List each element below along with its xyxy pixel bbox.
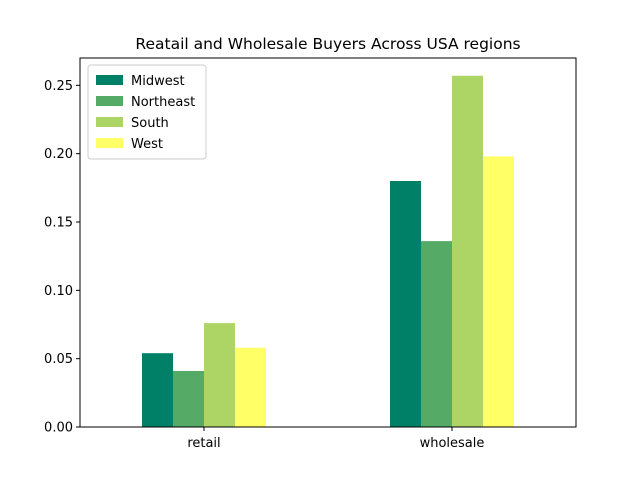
x-tick-label: retail bbox=[187, 436, 220, 451]
bar-retail-midwest bbox=[142, 353, 173, 427]
legend-swatch-west bbox=[96, 138, 123, 148]
bar-retail-northeast bbox=[173, 370, 204, 427]
bar-wholesale-northeast bbox=[421, 241, 452, 427]
legend-swatch-northeast bbox=[96, 96, 123, 106]
axes-group: 0.00 0.05 0.10 0.15 0.20 0.25 retail wholesale bbox=[44, 57, 577, 451]
legend-label-south: South bbox=[131, 116, 169, 131]
x-tick-label: wholesale bbox=[420, 436, 485, 451]
plot-frame bbox=[79, 57, 577, 428]
y-tick-label: 0.25 bbox=[44, 79, 73, 94]
y-tick-label: 0.15 bbox=[44, 216, 73, 231]
legend-label-northeast: Northeast bbox=[131, 95, 195, 110]
bar-retail-west bbox=[235, 347, 266, 427]
chart-title: Reatail and Wholesale Buyers Across USA … bbox=[135, 35, 520, 53]
bar-wholesale-west bbox=[483, 156, 514, 427]
y-tick-label: 0.05 bbox=[44, 352, 73, 367]
legend-swatch-south bbox=[96, 117, 123, 127]
bars-group bbox=[142, 75, 514, 428]
legend-swatch-midwest bbox=[96, 75, 123, 85]
legend-label-midwest: Midwest bbox=[131, 74, 185, 89]
bar-wholesale-midwest bbox=[390, 181, 421, 427]
legend-label-west: West bbox=[131, 137, 163, 152]
bar-wholesale-south bbox=[452, 75, 483, 428]
legend: Midwest Northeast South West bbox=[87, 64, 207, 160]
y-tick-label: 0.10 bbox=[44, 284, 73, 299]
y-tick-label: 0.00 bbox=[44, 421, 73, 436]
bar-retail-south bbox=[204, 323, 235, 427]
legend-box bbox=[87, 64, 207, 160]
y-tick-label: 0.20 bbox=[44, 147, 73, 162]
